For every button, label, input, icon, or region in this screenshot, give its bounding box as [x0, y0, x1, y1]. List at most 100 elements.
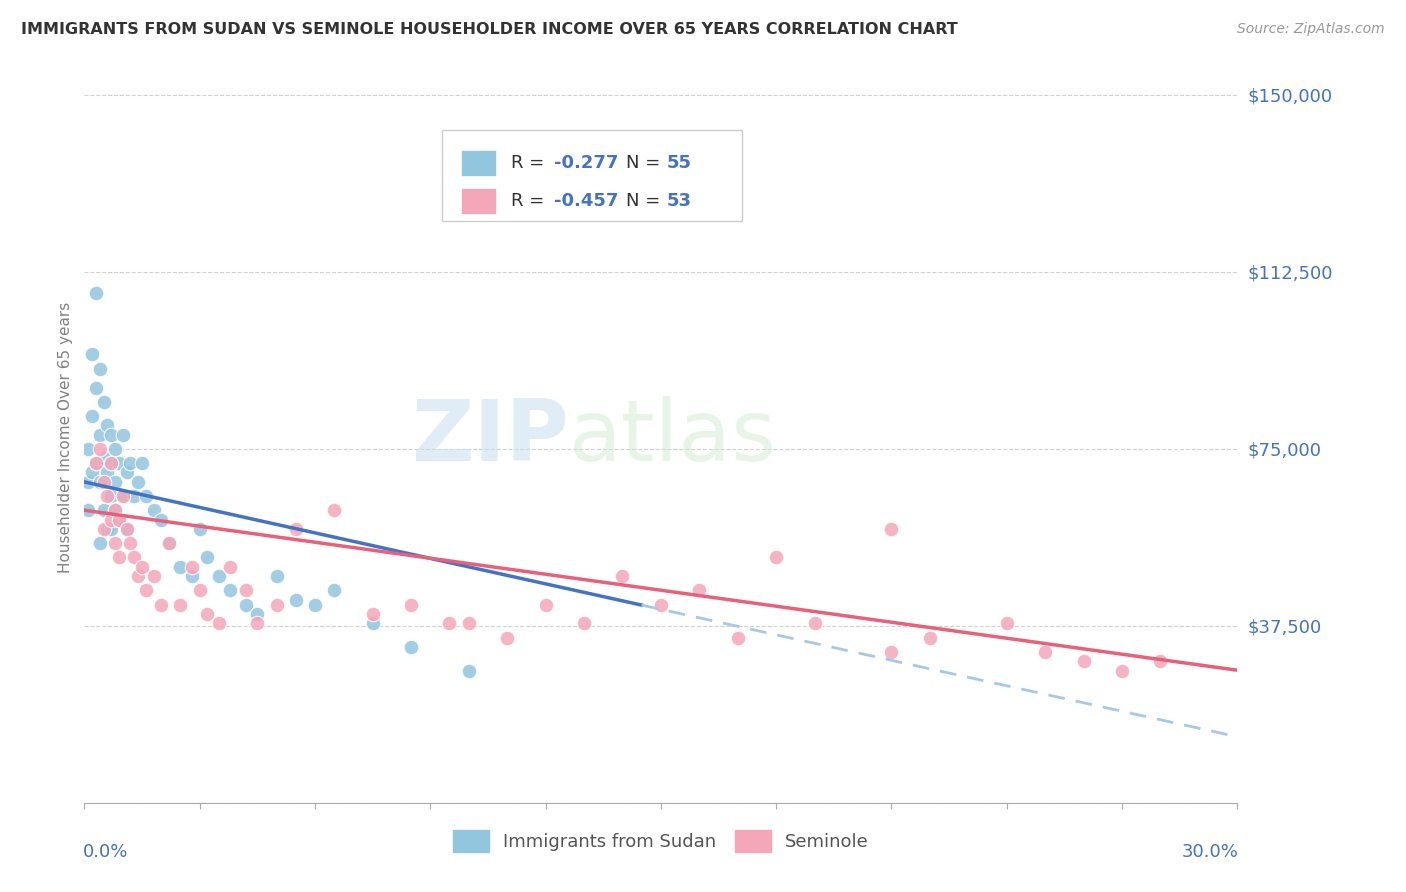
Point: [131, 456, 153, 470]
Point: [100, 456, 122, 470]
Point: [104, 503, 127, 517]
Point: [120, 536, 142, 550]
Text: R =: R =: [510, 154, 550, 172]
Text: 0.0%: 0.0%: [83, 843, 128, 861]
Point: [399, 640, 422, 654]
Point: [111, 489, 134, 503]
Point: [150, 598, 173, 612]
Point: [104, 442, 127, 456]
Y-axis label: Householder Income Over 65 years: Householder Income Over 65 years: [58, 301, 73, 573]
Text: -0.457: -0.457: [554, 192, 619, 210]
Point: [284, 522, 307, 536]
Point: [880, 522, 903, 536]
Point: [181, 559, 204, 574]
Text: 30.0%: 30.0%: [1181, 843, 1239, 861]
Point: [1149, 654, 1171, 668]
Point: [120, 456, 142, 470]
Point: [208, 569, 231, 583]
Point: [169, 559, 191, 574]
Text: 53: 53: [666, 192, 692, 210]
Point: [100, 456, 122, 470]
Point: [77, 442, 100, 456]
Point: [80, 409, 103, 423]
Point: [84, 456, 107, 470]
Point: [727, 631, 749, 645]
Text: N =: N =: [626, 154, 666, 172]
Point: [96, 466, 118, 480]
Point: [89, 427, 111, 442]
Point: [612, 569, 634, 583]
Point: [89, 442, 111, 456]
Point: [131, 559, 153, 574]
Point: [235, 583, 257, 598]
Point: [457, 616, 479, 631]
Point: [108, 456, 131, 470]
Point: [115, 522, 138, 536]
Point: [246, 616, 269, 631]
Point: [84, 380, 107, 394]
Point: [96, 522, 118, 536]
Point: [188, 522, 211, 536]
Point: [188, 583, 211, 598]
Point: [93, 522, 115, 536]
Point: [534, 598, 557, 612]
Point: [235, 598, 257, 612]
Point: [1033, 645, 1056, 659]
Text: 55: 55: [666, 154, 692, 172]
Point: [124, 489, 146, 503]
Point: [93, 503, 115, 517]
Point: [142, 503, 165, 517]
Point: [89, 361, 111, 376]
Point: [169, 598, 191, 612]
Point: [995, 616, 1018, 631]
Point: [93, 394, 115, 409]
Point: [127, 475, 149, 489]
Point: [100, 489, 122, 503]
Point: [108, 550, 131, 565]
Point: [142, 569, 165, 583]
Point: [1073, 654, 1095, 668]
FancyBboxPatch shape: [461, 150, 496, 176]
Text: atlas: atlas: [568, 395, 776, 479]
Text: R =: R =: [510, 192, 550, 210]
Point: [100, 522, 122, 536]
FancyBboxPatch shape: [441, 130, 741, 221]
Point: [108, 513, 131, 527]
Point: [688, 583, 710, 598]
Point: [918, 631, 941, 645]
Point: [104, 536, 127, 550]
Point: [457, 664, 479, 678]
Point: [124, 550, 146, 565]
FancyBboxPatch shape: [461, 188, 496, 213]
Legend: Immigrants from Sudan, Seminole: Immigrants from Sudan, Seminole: [446, 823, 876, 860]
Point: [304, 598, 326, 612]
Point: [84, 286, 107, 301]
Point: [219, 559, 242, 574]
Point: [135, 489, 157, 503]
Point: [181, 569, 204, 583]
Point: [496, 631, 519, 645]
Point: [266, 569, 288, 583]
Point: [765, 550, 787, 565]
Point: [284, 593, 307, 607]
Point: [323, 503, 346, 517]
Point: [96, 489, 118, 503]
Point: [111, 489, 134, 503]
Point: [219, 583, 242, 598]
Point: [96, 418, 118, 433]
Point: [266, 598, 288, 612]
Point: [361, 616, 384, 631]
Point: [89, 475, 111, 489]
Point: [803, 616, 825, 631]
Point: [361, 607, 384, 621]
Point: [89, 536, 111, 550]
Point: [880, 645, 903, 659]
Point: [127, 569, 149, 583]
Point: [572, 616, 595, 631]
Text: N =: N =: [626, 192, 666, 210]
Point: [104, 475, 127, 489]
Point: [208, 616, 231, 631]
Point: [80, 347, 103, 361]
Point: [93, 451, 115, 466]
Point: [100, 513, 122, 527]
